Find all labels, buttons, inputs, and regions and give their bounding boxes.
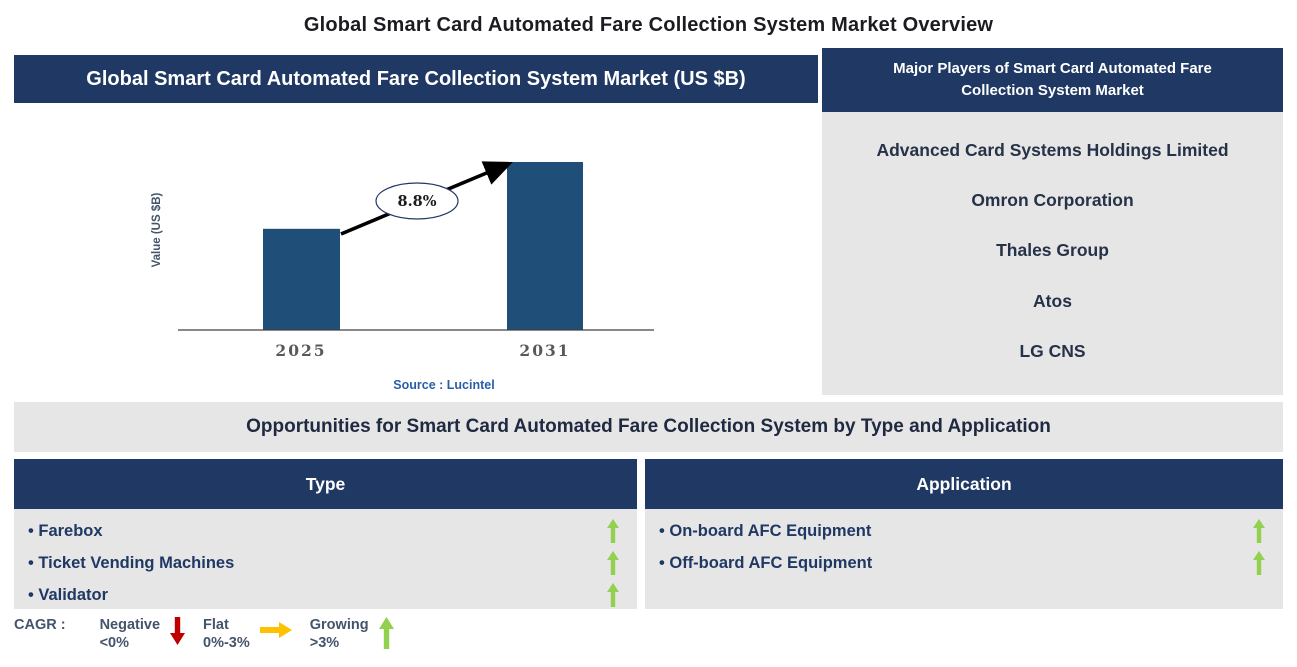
player-name: Thales Group <box>996 240 1109 261</box>
legend-label: Flat <box>203 617 229 633</box>
bar-2025 <box>263 228 340 330</box>
application-table-body: • On-board AFC Equipment • Off-board AFC… <box>645 509 1283 609</box>
cagr-legend: CAGR : Negative <0% Flat 0%-3% Growing >… <box>14 616 412 652</box>
table-row: • Off-board AFC Equipment <box>659 547 1269 579</box>
legend-entry-flat: Flat 0%-3% <box>203 616 310 652</box>
application-table-header: Application <box>645 459 1283 509</box>
x-label-2031: 2031 <box>519 341 570 360</box>
bar-chart: 8.8% Value (US $B) 2025 2031 Source : Lu… <box>14 103 818 400</box>
type-item-label: • Ticket Vending Machines <box>28 553 235 572</box>
type-table: Type • Farebox • Ticket Vending Machines… <box>14 459 637 609</box>
chart-panel-title: Global Smart Card Automated Fare Collect… <box>14 55 818 103</box>
table-row: • Farebox <box>28 515 623 547</box>
right-arrow-icon <box>259 622 292 638</box>
application-table: Application • On-board AFC Equipment • O… <box>645 459 1283 609</box>
type-table-body: • Farebox • Ticket Vending Machines • Va… <box>14 509 637 609</box>
player-name: Atos <box>1033 290 1072 311</box>
player-name: Omron Corporation <box>971 190 1134 211</box>
x-label-2025: 2025 <box>275 341 326 360</box>
player-name: LG CNS <box>1019 340 1086 361</box>
up-arrow-icon <box>607 583 619 607</box>
major-players-panel: Major Players of Smart Card Automated Fa… <box>822 48 1283 395</box>
players-list: Advanced Card Systems Holdings Limited O… <box>822 111 1283 395</box>
type-table-header: Type <box>14 459 637 509</box>
up-arrow-icon <box>1253 519 1265 543</box>
legend-entry-negative: Negative <0% <box>100 616 203 652</box>
cagr-legend-title: CAGR : <box>14 617 66 633</box>
type-item-label: • Validator <box>28 585 109 604</box>
application-item-label: • Off-board AFC Equipment <box>659 553 873 572</box>
legend-label: Negative <box>99 617 161 633</box>
application-item-label: • On-board AFC Equipment <box>659 521 872 540</box>
up-arrow-icon <box>607 519 619 543</box>
table-row: • Validator <box>28 579 623 611</box>
legend-entry-growing: Growing >3% <box>310 616 412 652</box>
opportunities-band-title: Opportunities for Smart Card Automated F… <box>14 402 1283 452</box>
cagr-value: 8.8% <box>397 193 436 210</box>
legend-range: 0%-3% <box>203 635 250 651</box>
page-title: Global Smart Card Automated Fare Collect… <box>303 14 994 36</box>
legend-range: <0% <box>99 635 129 651</box>
source-label: Source : Lucintel <box>393 378 494 392</box>
up-arrow-icon <box>607 551 619 575</box>
table-row: • Ticket Vending Machines <box>28 547 623 579</box>
legend-range: >3% <box>309 635 340 651</box>
type-item-label: • Farebox <box>28 521 103 540</box>
up-arrow-icon <box>378 617 394 649</box>
y-axis-label: Value (US $B) <box>151 192 163 267</box>
down-arrow-icon <box>170 617 186 645</box>
legend-label: Growing <box>309 617 369 633</box>
bar-2031 <box>507 162 583 330</box>
cagr-ellipse <box>375 182 459 220</box>
table-row: • On-board AFC Equipment <box>659 515 1269 547</box>
bar-chart-svg: 8.8% Value (US $B) 2025 2031 Source : Lu… <box>151 161 654 392</box>
player-name: Advanced Card Systems Holdings Limited <box>876 140 1229 161</box>
market-chart-panel: Global Smart Card Automated Fare Collect… <box>14 55 818 400</box>
players-panel-title: Major Players of Smart Card Automated Fa… <box>822 48 1283 112</box>
up-arrow-icon <box>1253 551 1265 575</box>
